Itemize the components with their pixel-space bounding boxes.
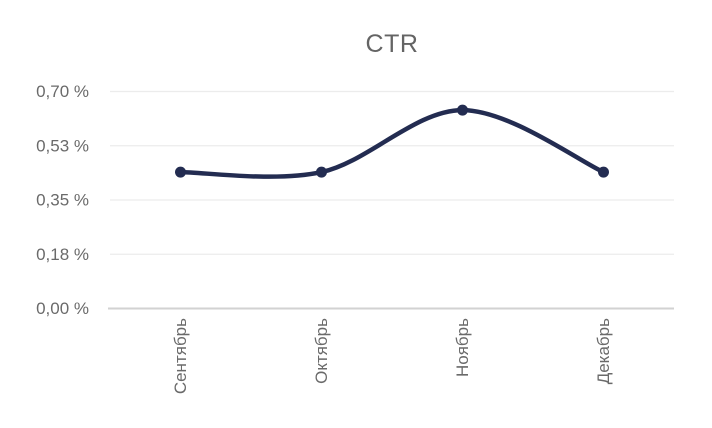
data-point-marker bbox=[457, 104, 468, 116]
x-category-label: Ноябрь bbox=[453, 318, 472, 377]
y-tick-label: 0,00 % bbox=[36, 299, 89, 318]
data-point-marker bbox=[598, 166, 609, 178]
ctr-series-line bbox=[178, 107, 606, 179]
y-tick-label: 0,70 % bbox=[36, 82, 89, 101]
x-category-label: Октябрь bbox=[312, 318, 331, 384]
x-category-label: Декабрь bbox=[594, 318, 613, 384]
y-tick-label: 0,35 % bbox=[36, 191, 89, 210]
data-point-marker bbox=[175, 166, 186, 178]
y-tick-label: 0,53 % bbox=[36, 136, 89, 155]
data-point-marker bbox=[316, 166, 327, 178]
x-category-label: Сентябрь bbox=[171, 318, 190, 394]
y-tick-label: 0,18 % bbox=[36, 245, 89, 264]
chart-title: CTR bbox=[365, 30, 419, 58]
